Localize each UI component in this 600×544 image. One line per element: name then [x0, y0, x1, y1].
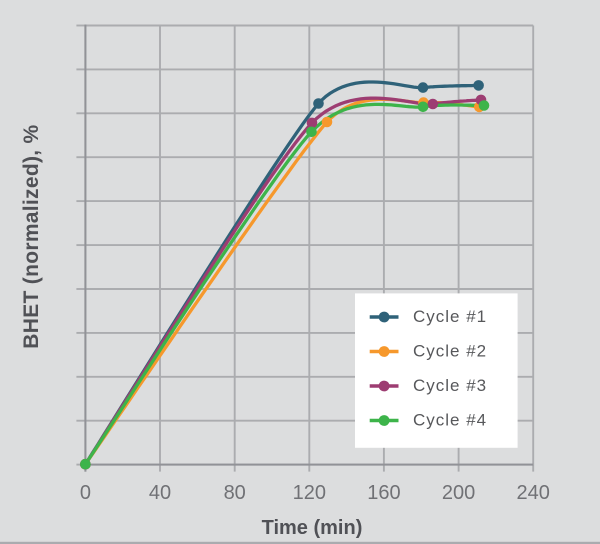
svg-text:200: 200: [442, 482, 475, 504]
svg-text:0: 0: [80, 482, 91, 504]
svg-text:40: 40: [149, 482, 171, 504]
svg-text:Time (min): Time (min): [262, 517, 363, 539]
svg-text:Cycle #4: Cycle #4: [413, 411, 487, 430]
svg-text:BHET (normalized), %: BHET (normalized), %: [20, 124, 43, 348]
svg-text:80: 80: [224, 482, 246, 504]
svg-text:Cycle #1: Cycle #1: [413, 307, 487, 326]
svg-text:Cycle #3: Cycle #3: [413, 376, 487, 395]
svg-text:240: 240: [517, 482, 550, 504]
svg-text:Cycle #2: Cycle #2: [413, 342, 487, 361]
svg-text:120: 120: [293, 482, 326, 504]
svg-text:160: 160: [367, 482, 400, 504]
